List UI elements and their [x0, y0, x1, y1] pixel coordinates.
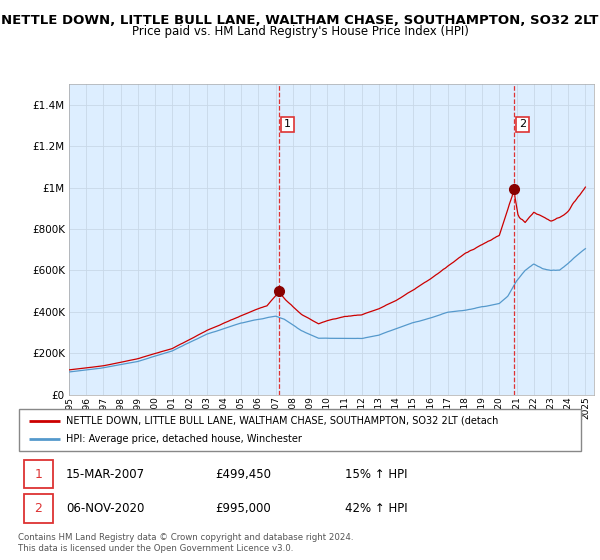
Text: 1: 1: [284, 119, 291, 129]
Text: 06-NOV-2020: 06-NOV-2020: [66, 502, 145, 515]
Bar: [279, 84, 514, 395]
Text: 2: 2: [519, 119, 526, 129]
Text: 1: 1: [34, 468, 42, 480]
Text: £499,450: £499,450: [215, 468, 271, 480]
Text: £995,000: £995,000: [215, 502, 271, 515]
Text: 2: 2: [34, 502, 42, 515]
Text: Contains HM Land Registry data © Crown copyright and database right 2024.
This d: Contains HM Land Registry data © Crown c…: [18, 533, 353, 553]
FancyBboxPatch shape: [19, 409, 581, 451]
Text: NETTLE DOWN, LITTLE BULL LANE, WALTHAM CHASE, SOUTHAMPTON, SO32 2LT: NETTLE DOWN, LITTLE BULL LANE, WALTHAM C…: [1, 14, 599, 27]
Text: Price paid vs. HM Land Registry's House Price Index (HPI): Price paid vs. HM Land Registry's House …: [131, 25, 469, 38]
FancyBboxPatch shape: [23, 460, 53, 488]
Text: NETTLE DOWN, LITTLE BULL LANE, WALTHAM CHASE, SOUTHAMPTON, SO32 2LT (detach: NETTLE DOWN, LITTLE BULL LANE, WALTHAM C…: [66, 416, 499, 426]
Text: HPI: Average price, detached house, Winchester: HPI: Average price, detached house, Winc…: [66, 434, 302, 444]
FancyBboxPatch shape: [23, 494, 53, 523]
Text: 15-MAR-2007: 15-MAR-2007: [66, 468, 145, 480]
Text: 15% ↑ HPI: 15% ↑ HPI: [345, 468, 407, 480]
Text: 42% ↑ HPI: 42% ↑ HPI: [345, 502, 408, 515]
